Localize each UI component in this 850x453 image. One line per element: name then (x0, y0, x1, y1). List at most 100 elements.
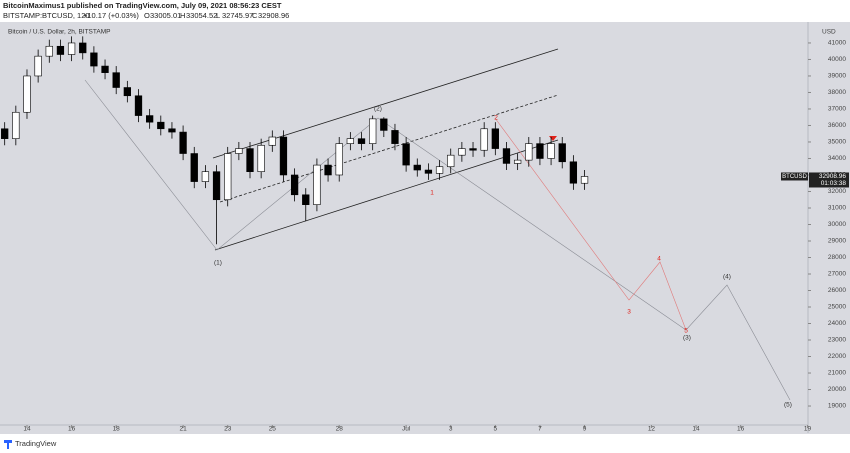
wave-label: (5) (784, 402, 792, 409)
header-background (0, 0, 850, 22)
y-tick-label: 27000 (828, 271, 846, 278)
wave-label: 1 (430, 190, 434, 197)
ohlc-readout: +10.17 (+0.03%) O 33005.01H 33054.52L 32745.… (83, 11, 289, 20)
candle-body (101, 65, 109, 73)
candle-body (469, 148, 477, 151)
candle-body (45, 45, 53, 57)
candle-body (34, 55, 42, 77)
candle-body (12, 111, 20, 139)
y-tick-label: 39000 (828, 73, 846, 80)
ohlc-key: H (180, 11, 185, 20)
candle-body (435, 166, 444, 174)
candle-body (279, 136, 288, 176)
y-tick-label: 41000 (828, 40, 846, 47)
x-tick-label: 3 (449, 426, 453, 433)
change: +10.17 (+0.03%) (83, 11, 139, 20)
y-tick-label: 28000 (828, 254, 846, 261)
candle-body (201, 171, 210, 182)
x-tick-label: 28 (336, 426, 344, 433)
chart-watermark: Bitcoin / U.S. Dollar, 2h, BITSTAMP (8, 29, 110, 36)
candle-body (224, 153, 232, 201)
candle-body (146, 115, 154, 123)
candle-body (168, 128, 176, 133)
candle-body (157, 121, 165, 130)
wave-path (84, 79, 791, 401)
y-tick-label: 24000 (828, 320, 846, 327)
candle-body (67, 42, 76, 55)
x-tick-label: 21 (179, 426, 187, 433)
x-tick-label: 14 (23, 426, 31, 433)
candle-body (547, 143, 555, 159)
candle-body (580, 176, 589, 184)
candle-body (134, 95, 143, 116)
wave-label: 2 (494, 115, 498, 122)
wave-label: (1) (214, 260, 222, 267)
candle-body (391, 130, 399, 144)
candle-body (513, 159, 522, 164)
y-tick-label: 21000 (828, 370, 846, 377)
wave-label: 5 (684, 328, 688, 335)
ohlc-key: C (252, 11, 258, 20)
candle-body (90, 52, 98, 67)
x-tick-label: 9 (583, 426, 587, 433)
y-tick-label: 30000 (828, 221, 846, 228)
candle-body (302, 194, 310, 205)
y-tick-label: 40000 (828, 56, 846, 63)
ohlc-value: 32908.96 (258, 11, 289, 20)
y-tick-label: 20000 (828, 386, 846, 393)
y-tick-label: 29000 (828, 238, 846, 245)
symbol-label: BTCUSD (782, 174, 807, 180)
candle-body (447, 154, 455, 168)
wave-label: (3) (683, 335, 691, 342)
countdown-label: 01:03:38 (821, 180, 847, 187)
candle-body (536, 143, 544, 159)
footer-brand: TradingView (15, 439, 57, 448)
candle-body (313, 164, 321, 205)
candle-body (480, 128, 488, 151)
footer-background (0, 434, 850, 453)
candle-body (268, 136, 276, 146)
candle-body (1, 128, 9, 139)
ohlc-value: 32745.97 (222, 11, 253, 20)
symbol: BITSTAMP:BTCUSD, 120 (3, 11, 90, 20)
candle-body (257, 144, 265, 172)
y-tick-label: 37000 (828, 106, 846, 113)
y-unit: USD (822, 29, 836, 36)
x-tick-label: 7 (538, 426, 542, 433)
x-tick-label: 16 (737, 426, 745, 433)
x-tick-label: Jul (402, 426, 411, 433)
y-tick-label: 31000 (828, 205, 846, 212)
candle-body (502, 148, 511, 164)
price-tag (809, 172, 849, 188)
wave-label: 4 (657, 256, 661, 263)
x-tick-label: 25 (269, 426, 277, 433)
candle-body (569, 161, 578, 184)
candle-body (525, 143, 533, 161)
channel-lower (214, 139, 559, 251)
candle-body (402, 143, 410, 166)
candle-body (558, 143, 566, 163)
x-tick-label: 5 (494, 426, 498, 433)
y-tick-label: 38000 (828, 89, 846, 96)
y-tick-label: 22000 (828, 353, 846, 360)
wave-label: (2) (374, 106, 382, 113)
candle-body (235, 148, 243, 154)
candle-body (324, 164, 332, 176)
candle-body (458, 148, 466, 156)
x-tick-label: 18 (113, 426, 121, 433)
candle-body (424, 169, 433, 174)
candle-body (123, 87, 131, 97)
y-tick-label: 32000 (828, 188, 846, 195)
candle-body (179, 131, 187, 154)
candle-body (112, 72, 120, 88)
channel-middle (219, 94, 559, 203)
x-tick-label: 23 (224, 426, 232, 433)
ohlc-value: 33005.01 (150, 11, 181, 20)
ohlc-key: O (144, 11, 150, 20)
ohlc-value: 33054.52 (186, 11, 217, 20)
x-tick-label: 14 (692, 426, 700, 433)
y-tick-label: 19000 (828, 403, 846, 410)
candle-body (212, 171, 221, 201)
y-tick-label: 34000 (828, 155, 846, 162)
